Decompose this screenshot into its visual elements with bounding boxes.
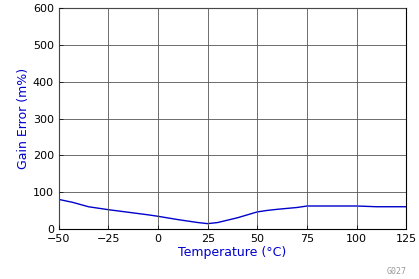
Text: G027: G027 — [386, 267, 406, 276]
X-axis label: Temperature (°C): Temperature (°C) — [178, 246, 287, 259]
Y-axis label: Gain Error (m%): Gain Error (m%) — [17, 68, 30, 169]
